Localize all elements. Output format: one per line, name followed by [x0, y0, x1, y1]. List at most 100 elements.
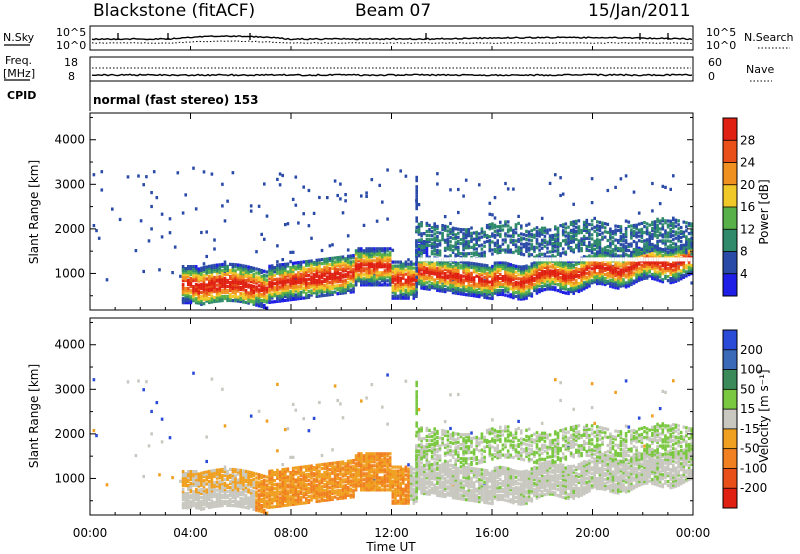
range-gate-cell: [415, 216, 418, 220]
range-gate-cell: [501, 228, 505, 232]
range-gate-cell: [255, 271, 258, 275]
range-gate-cell: [187, 271, 190, 275]
range-gate-cell: [648, 231, 651, 235]
range-gate-cell: [611, 242, 615, 246]
range-gate-cell: [449, 268, 452, 272]
range-gate-cell: [430, 234, 434, 238]
range-gate-cell: [407, 268, 410, 272]
range-gate-cell: [441, 289, 444, 293]
range-gate-cell: [200, 473, 203, 477]
range-gate-cell: [637, 234, 641, 238]
range-gate-cell: [239, 468, 242, 472]
range-gate-cell: [396, 264, 400, 268]
range-gate-cell: [147, 444, 151, 448]
range-gate-cell: [189, 506, 193, 510]
range-gate-cell: [687, 271, 691, 275]
range-gate-cell: [606, 250, 610, 255]
range-gate-cell: [472, 251, 476, 255]
range-gate-cell: [572, 236, 575, 240]
range-gate-cell: [556, 275, 560, 279]
range-gate-cell: [360, 194, 363, 198]
range-gate-cell: [192, 291, 195, 295]
range-gate-cell: [420, 264, 423, 268]
range-gate-cell: [394, 294, 397, 298]
data-gap: [501, 257, 505, 262]
range-gate-cell: [493, 275, 497, 279]
range-gate-cell: [197, 500, 201, 504]
range-gate-cell: [305, 292, 308, 296]
range-gate-cell: [394, 268, 397, 272]
range-gate-cell: [310, 275, 313, 279]
range-gate-cell: [328, 289, 332, 293]
range-gate-cell: [475, 288, 478, 292]
range-gate-cell: [538, 280, 541, 284]
range-gate-cell: [92, 173, 96, 177]
range-gate-cell: [205, 289, 208, 293]
range-gate-cell: [367, 267, 371, 271]
range-gate-cell: [470, 291, 473, 295]
range-gate-cell: [449, 262, 452, 266]
range-gate-cell: [281, 265, 284, 269]
range-gate-cell: [215, 275, 219, 279]
range-gate-cell: [378, 263, 381, 267]
range-gate-cell: [554, 245, 557, 249]
range-gate-cell: [457, 269, 460, 273]
range-gate-cell: [651, 232, 654, 236]
range-gate-cell: [669, 277, 672, 281]
range-gate-cell: [252, 499, 256, 503]
range-gate-cell: [249, 489, 253, 493]
range-gate-cell: [194, 293, 198, 297]
range-gate-cell: [554, 227, 557, 231]
range-gate-cell: [315, 260, 319, 264]
range-gate-cell: [210, 473, 214, 477]
range-gate-cell: [588, 274, 591, 278]
range-gate-cell: [658, 233, 662, 237]
range-gate-cell: [386, 261, 389, 265]
range-gate-cell: [454, 233, 457, 237]
range-gate-cell: [249, 300, 253, 304]
range-gate-cell: [504, 275, 507, 279]
range-gate-cell: [687, 241, 691, 246]
range-gate-cell: [475, 238, 478, 242]
range-gate-cell: [666, 261, 670, 265]
range-gate-cell: [223, 272, 227, 276]
range-gate-cell: [520, 267, 523, 271]
range-gate-cell: [362, 223, 366, 227]
range-gate-cell: [428, 263, 431, 267]
range-gate-cell: [441, 275, 444, 279]
range-gate-cell: [388, 257, 392, 261]
range-gate-cell: [328, 281, 332, 285]
range-gate-cell: [268, 294, 271, 298]
range-gate-cell: [349, 274, 353, 278]
range-gate-cell: [496, 225, 499, 229]
range-gate-cell: [181, 472, 185, 476]
range-gate-cell: [467, 265, 471, 269]
range-gate-cell: [614, 262, 617, 266]
range-gate-cell: [339, 287, 342, 291]
range-gate-cell: [462, 246, 465, 250]
range-gate-cell: [184, 301, 187, 305]
range-gate-cell: [360, 257, 363, 261]
range-gate-cell: [624, 227, 628, 231]
range-gate-cell: [244, 483, 248, 487]
range-gate-cell: [194, 267, 198, 271]
range-gate-cell: [289, 280, 292, 284]
range-gate-cell: [242, 477, 245, 481]
range-gate-cell: [622, 245, 625, 249]
range-gate-cell: [213, 281, 216, 286]
range-gate-cell: [339, 182, 342, 186]
range-gate-cell: [672, 276, 675, 280]
range-gate-cell: [318, 280, 321, 284]
range-gate-cell: [323, 287, 326, 291]
range-gate-cell: [221, 486, 224, 490]
range-gate-cell: [367, 257, 371, 261]
range-gate-cell: [263, 275, 266, 279]
colorbar-tick-label: 12: [740, 222, 755, 236]
range-gate-cell: [504, 234, 507, 238]
range-gate-cell: [417, 226, 421, 230]
range-gate-cell: [202, 473, 206, 477]
range-gate-cell: [567, 231, 570, 235]
range-gate-cell: [249, 204, 253, 208]
range-gate-cell: [407, 286, 410, 290]
date-label: 15/Jan/2011: [588, 1, 691, 21]
